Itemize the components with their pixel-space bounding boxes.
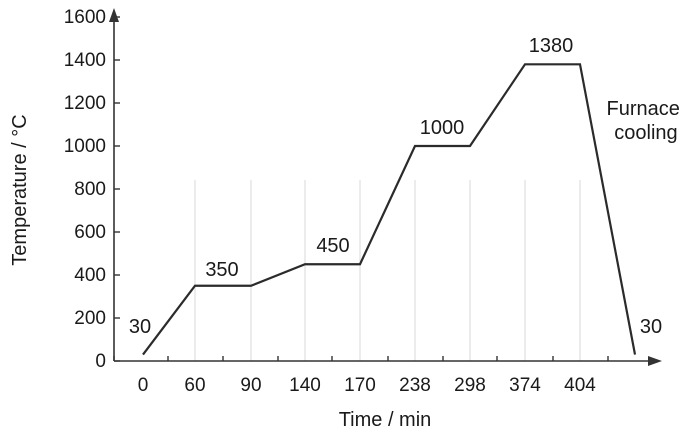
- x-axis-ticks: 0 60 90 140 170 238 298 374 404: [113, 356, 609, 396]
- x-axis-title: Time / min: [339, 409, 432, 431]
- y-tick-label: 1600: [64, 7, 106, 28]
- data-label: 30: [129, 316, 151, 338]
- y-axis-ticks: 0 200 400 600 800 1000 1200 1400 1600: [64, 7, 120, 372]
- y-axis-arrow: [109, 8, 119, 22]
- x-tick-label: 238: [399, 375, 431, 396]
- data-label: 350: [205, 259, 238, 281]
- y-tick-label: 400: [74, 265, 106, 286]
- data-labels: 30 350 450 1000 1380 30: [129, 35, 662, 338]
- y-tick-label: 200: [74, 308, 106, 329]
- y-axis-title: Temperature / °C: [9, 114, 31, 265]
- y-tick-label: 1000: [64, 136, 106, 157]
- x-tick-label: 90: [240, 375, 261, 396]
- x-tick-label: 0: [138, 375, 149, 396]
- x-tick-label: 374: [509, 375, 541, 396]
- annotation-line-2: cooling: [614, 122, 677, 144]
- y-tick-label: 0: [95, 351, 106, 372]
- series-group: [142, 63, 637, 356]
- x-tick-label: 60: [184, 375, 205, 396]
- x-tick-label: 404: [564, 375, 596, 396]
- y-tick-label: 1200: [64, 93, 106, 114]
- axes: [109, 8, 662, 366]
- y-tick-label: 800: [74, 179, 106, 200]
- x-tick-label: 170: [344, 375, 376, 396]
- data-label: 450: [316, 235, 349, 257]
- data-label: 1380: [529, 35, 574, 57]
- vertical-guides: [194, 180, 581, 361]
- furnace-cooling-annotation: Furnace cooling: [607, 98, 686, 144]
- data-label: 30: [640, 316, 662, 338]
- x-axis-arrow: [648, 356, 662, 366]
- y-tick-label: 1400: [64, 50, 106, 71]
- x-tick-label: 298: [454, 375, 486, 396]
- x-tick-label: 140: [289, 375, 321, 396]
- series-line-temperature: [142, 63, 637, 356]
- annotation-line-1: Furnace: [607, 98, 680, 120]
- data-label: 1000: [420, 117, 465, 139]
- y-tick-label: 600: [74, 222, 106, 243]
